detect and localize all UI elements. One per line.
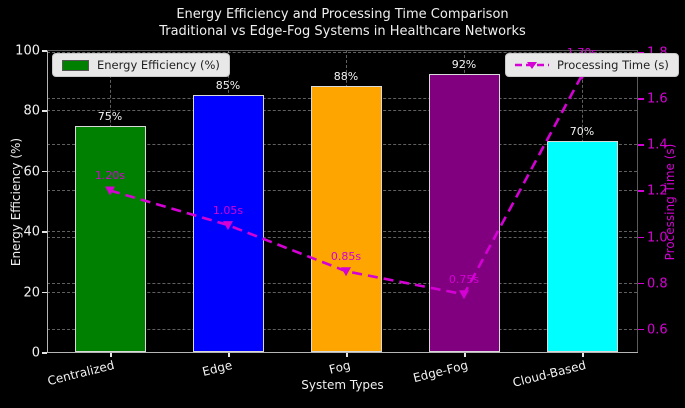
y-tick-right: [638, 328, 644, 331]
y-tick-label-right: 1.6: [647, 91, 668, 107]
y-tick-label-right: 1.4: [647, 137, 668, 153]
y-tick-label-left: 100: [15, 43, 40, 59]
chart-title-line1: Energy Efficiency and Processing Time Co…: [176, 7, 509, 22]
bar-value-label: 85%: [215, 79, 241, 93]
x-tick: [464, 353, 466, 357]
line-point-label: 1.05s: [212, 204, 244, 218]
bar-value-label: 70%: [569, 124, 595, 138]
bar-centralized: [74, 125, 146, 352]
y-tick-label-left: 20: [23, 285, 40, 301]
spine-right: [637, 50, 638, 352]
legend-processing-time: Processing Time (s): [505, 53, 679, 77]
y-tick-left: [42, 110, 47, 112]
y-tick-label-right: 0.6: [647, 322, 668, 338]
y-tick-label-right: 0.8: [647, 276, 668, 292]
spine-bottom: [47, 352, 638, 353]
y-tick-right: [638, 190, 644, 192]
x-tick-label: Edge: [200, 358, 234, 379]
x-tick: [228, 353, 230, 357]
spine-left: [47, 50, 48, 352]
line-point-label: 1.20s: [94, 169, 126, 183]
y-tick-left: [42, 170, 47, 173]
y-tick-left: [42, 231, 47, 233]
x-tick: [582, 353, 584, 357]
legend-energy-label: Energy Efficiency (%): [97, 58, 220, 72]
y-tick-label-left: 40: [23, 224, 40, 240]
y-tick-right: [638, 236, 644, 239]
bar-fog: [310, 86, 382, 352]
bar-edge-fog: [428, 74, 500, 352]
bar-cloud-based: [546, 140, 618, 352]
legend-energy-swatch-icon: [62, 59, 89, 71]
x-tick: [110, 353, 112, 357]
y-axis-label-left: Energy Efficiency (%): [9, 137, 23, 267]
bar-edge: [192, 95, 264, 352]
y-tick-label-left: 80: [23, 103, 40, 119]
spine-top: [47, 50, 637, 51]
legend-processing-line-icon: [515, 59, 549, 71]
y-tick-right: [638, 144, 644, 146]
x-tick: [346, 353, 348, 357]
line-point-label: 0.85s: [330, 250, 362, 264]
legend-energy-efficiency: Energy Efficiency (%): [52, 53, 230, 77]
y-tick-label-left: 60: [23, 164, 40, 180]
y-tick-left: [42, 50, 47, 52]
x-tick-label: Fog: [327, 358, 352, 377]
bar-value-label: 75%: [97, 109, 123, 123]
chart-title-line2: Traditional vs Edge-Fog Systems in Healt…: [159, 24, 526, 39]
y-tick-left: [42, 291, 47, 294]
bar-value-label: 88%: [333, 70, 359, 84]
y-tick-left: [42, 352, 47, 354]
line-point-label: 0.75s: [448, 273, 480, 287]
y-tick-label-left: 0: [31, 345, 40, 361]
y-tick-right: [638, 98, 644, 100]
x-axis-label: System Types: [301, 378, 384, 392]
legend-processing-label: Processing Time (s): [557, 58, 669, 72]
y-tick-right: [638, 52, 644, 54]
y-tick-label-right: 1.2: [647, 183, 668, 199]
bar-value-label: 92%: [451, 58, 477, 72]
y-tick-label-right: 1.0: [647, 230, 668, 246]
y-tick-right: [638, 282, 644, 285]
